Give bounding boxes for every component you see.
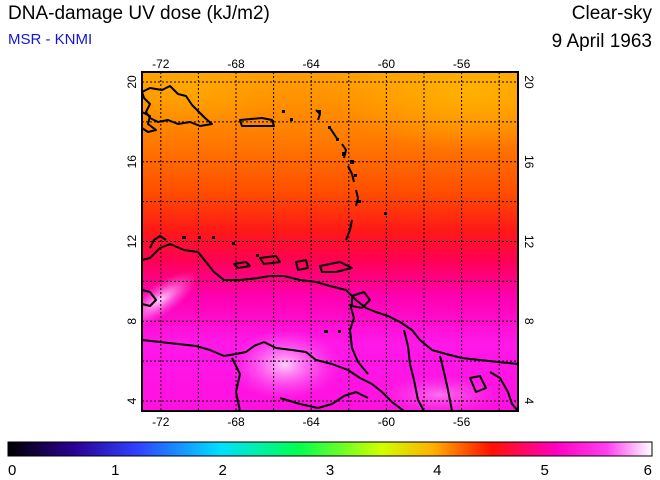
lat-tick-label-left: 8 [125, 318, 139, 325]
island-arc-1 [315, 109, 321, 121]
lon-tick-label-top: -64 [303, 57, 321, 71]
lon-tick-label-bottom: -56 [453, 415, 471, 429]
colorbar-tick-label: 2 [218, 462, 226, 479]
lat-tick-label-left: 20 [125, 75, 139, 89]
lon-tick-label-bottom: -68 [227, 415, 245, 429]
aruba-coast [233, 261, 251, 269]
lat-tick-label-left: 12 [125, 235, 139, 249]
colorbar-tick-label: 3 [326, 462, 334, 479]
colorbar-tick-label: 0 [8, 462, 16, 479]
colorbar-labels: 0 1 2 3 4 5 6 [8, 462, 652, 479]
lon-tick-label-top: -56 [453, 57, 471, 71]
lat-tick-label-right: 20 [522, 75, 536, 89]
border-guyana-suriname [403, 329, 425, 411]
lake-feature [469, 375, 487, 393]
border-south [279, 391, 369, 409]
bonaire-coast [295, 259, 309, 271]
colorbar [7, 441, 653, 457]
island-arc-4 [347, 165, 355, 183]
border-suriname-guiana [439, 355, 453, 411]
lon-tick-label-bottom: -60 [378, 415, 396, 429]
south-america-coast [142, 243, 518, 365]
border-east [489, 371, 518, 411]
lat-tick-label-left: 4 [125, 397, 139, 404]
lat-tick-label-right: 16 [522, 155, 536, 169]
border-venezuela-guyana [263, 341, 405, 411]
colorbar-tick-label: 6 [644, 462, 652, 479]
margarita-coast [319, 261, 353, 273]
lon-tick-label-bottom: -64 [303, 415, 321, 429]
island-arc-6 [345, 219, 353, 241]
graticule-grid [142, 72, 518, 411]
lon-tick-label-top: -68 [227, 57, 245, 71]
haiti-coast [142, 111, 157, 133]
trinidad-coast [351, 291, 371, 309]
border-guyana-west [349, 303, 369, 375]
lon-tick-label-top: -60 [378, 57, 396, 71]
colorbar-tick-label: 4 [433, 462, 441, 479]
hispaniola-coast [142, 85, 213, 127]
axis-tick-labels: -72 -72 -68 -68 -64 -64 -60 -60 -56 -56 4 4 8 8 12 12 16… [125, 57, 536, 429]
border-colombia-venezuela [142, 339, 265, 357]
map-frame [141, 71, 519, 412]
sky-condition-label: Clear-sky [571, 3, 652, 24]
map-title: DNA-damage UV dose (kJ/m2) [8, 3, 270, 24]
date-label: 9 April 1963 [551, 31, 652, 52]
lon-tick-label-top: -72 [152, 57, 170, 71]
lat-tick-label-right: 12 [522, 235, 536, 249]
colorbar-tick-label: 1 [111, 462, 119, 479]
colorbar-tick-label: 5 [540, 462, 548, 479]
lon-tick-label-bottom: -72 [152, 415, 170, 429]
curacao-coast [259, 255, 281, 265]
source-label: MSR - KNMI [8, 31, 93, 48]
lat-tick-label-left: 16 [125, 155, 139, 169]
lat-tick-label-right: 8 [522, 318, 536, 325]
guajira-peninsula [149, 235, 167, 249]
island-arc-5 [355, 189, 359, 207]
lake-maracaibo [142, 289, 157, 307]
lat-tick-label-right: 4 [522, 398, 536, 405]
coastlines [142, 85, 518, 411]
